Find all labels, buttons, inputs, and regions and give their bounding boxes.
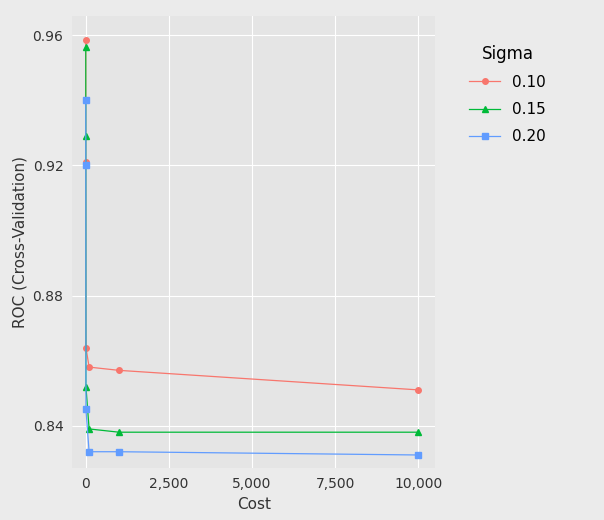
0.10 xyxy=(86,364,93,370)
0.20 xyxy=(82,97,89,103)
0.20 xyxy=(82,162,89,168)
0.20 xyxy=(115,449,123,455)
Line: 0.10: 0.10 xyxy=(83,37,421,393)
Line: 0.20: 0.20 xyxy=(83,97,421,458)
0.20 xyxy=(86,449,93,455)
0.15 xyxy=(414,429,422,435)
0.20 xyxy=(414,452,422,458)
0.10 xyxy=(82,159,89,165)
0.15 xyxy=(82,43,89,49)
0.15 xyxy=(86,426,93,432)
X-axis label: Cost: Cost xyxy=(237,497,271,512)
Line: 0.15: 0.15 xyxy=(83,44,421,435)
0.10 xyxy=(82,344,89,350)
0.10 xyxy=(414,387,422,393)
Legend: 0.10, 0.15, 0.20: 0.10, 0.15, 0.20 xyxy=(457,32,558,157)
Y-axis label: ROC (Cross-Validation): ROC (Cross-Validation) xyxy=(12,156,27,328)
0.15 xyxy=(115,429,123,435)
0.10 xyxy=(82,37,89,43)
0.10 xyxy=(115,367,123,373)
0.15 xyxy=(82,384,89,390)
0.20 xyxy=(82,406,89,412)
0.15 xyxy=(82,133,89,139)
